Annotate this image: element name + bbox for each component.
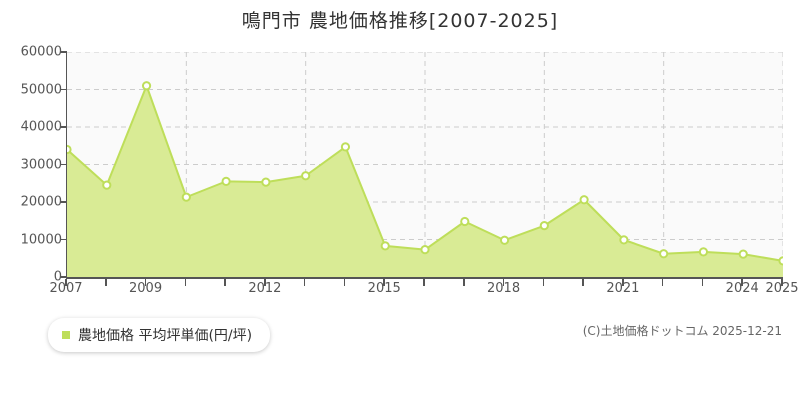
series-point-2019[interactable] <box>539 221 549 231</box>
x-tick-mark <box>144 279 147 286</box>
series-point-2009[interactable] <box>141 81 152 91</box>
x-tick-mark <box>741 279 743 286</box>
x-tick-label: 2021 <box>606 281 640 296</box>
x-tick-mark <box>105 279 107 286</box>
x-tick-mark <box>661 279 664 286</box>
x-tick-label: 2012 <box>248 281 282 296</box>
y-tick-mark <box>60 201 67 203</box>
series-point-2024[interactable] <box>738 249 748 259</box>
x-tick-label: 2007 <box>49 281 83 296</box>
series-point-2016[interactable] <box>420 245 430 255</box>
x-tick-mark <box>303 279 306 286</box>
series-point-2013[interactable] <box>301 171 311 181</box>
x-tick-mark <box>343 279 346 286</box>
y-tick-label: 60000 <box>20 44 62 60</box>
series-point-2025[interactable] <box>778 256 783 266</box>
series-point-2014[interactable] <box>340 142 351 152</box>
series-point-2021[interactable] <box>619 235 629 245</box>
plot-area <box>66 52 783 277</box>
x-tick-label: 2018 <box>487 281 521 296</box>
x-tick-label: 2015 <box>367 281 401 296</box>
x-tick-mark <box>701 279 704 286</box>
x-tick-mark <box>502 279 505 286</box>
x-tick-mark <box>264 279 266 286</box>
legend[interactable]: 農地価格 平均坪単価(円/坪) <box>48 318 271 352</box>
x-tick-mark <box>423 279 425 286</box>
y-tick-label: 10000 <box>20 232 62 247</box>
y-tick-label: 20000 <box>20 194 62 210</box>
y-tick-mark <box>60 276 67 278</box>
x-tick-label: 2009 <box>129 281 163 296</box>
x-tick-label: 2025 <box>765 281 799 296</box>
y-tick-mark <box>60 126 67 128</box>
series-point-2008[interactable] <box>102 180 112 190</box>
series-area <box>67 85 783 277</box>
series-point-2022[interactable] <box>659 249 669 259</box>
y-tick-label: 50000 <box>20 82 62 97</box>
y-tick-label: 30000 <box>20 157 62 172</box>
series-point-2007[interactable] <box>67 144 72 155</box>
x-axis-line <box>66 277 783 279</box>
x-tick-mark <box>781 279 783 286</box>
x-tick-mark <box>542 279 545 286</box>
series-point-2015[interactable] <box>380 241 390 251</box>
series-point-2017[interactable] <box>460 216 470 227</box>
y-tick-label: 40000 <box>20 119 62 135</box>
series-point-2012[interactable] <box>261 177 271 187</box>
x-tick-mark <box>184 279 187 286</box>
area-series-svg <box>67 52 783 277</box>
x-tick-mark <box>65 279 67 286</box>
series-point-2023[interactable] <box>698 247 709 257</box>
x-tick-mark <box>224 279 226 286</box>
series-point-2011[interactable] <box>221 176 231 186</box>
x-tick-label: 2024 <box>725 281 759 296</box>
x-tick-mark <box>463 279 465 286</box>
legend-swatch-icon <box>62 331 70 339</box>
legend-label: 農地価格 平均坪単価(円/坪) <box>78 328 253 344</box>
y-tick-label: 0 <box>53 269 62 285</box>
y-tick-mark <box>60 51 67 53</box>
x-tick-mark <box>383 279 385 286</box>
credit-text: (C)土地価格ドットコム 2025-12-21 <box>582 324 782 338</box>
series-point-2018[interactable] <box>499 235 510 245</box>
chart-title: 鳴門市 農地価格推移[2007-2025] <box>241 10 559 32</box>
y-tick-mark <box>60 238 67 241</box>
y-tick-mark <box>60 163 67 166</box>
y-axis: 0 10000 20000 30000 40000 50000 60000 <box>0 0 67 400</box>
series-point-2010[interactable] <box>181 192 191 202</box>
x-tick-mark <box>582 279 584 286</box>
x-axis: 2007 2009 2012 2015 2018 2021 2024 2025 <box>0 279 800 303</box>
series-point-2020[interactable] <box>579 195 589 205</box>
x-tick-mark <box>622 279 624 286</box>
y-tick-mark <box>60 88 67 91</box>
